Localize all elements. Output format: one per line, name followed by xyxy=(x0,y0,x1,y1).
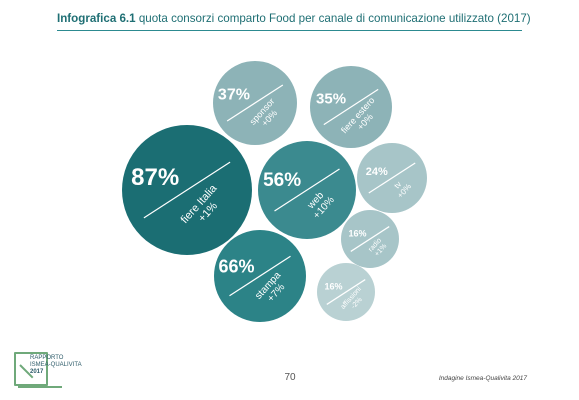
bubble-fiere-estero: 35%fiere estero+0% xyxy=(310,66,392,148)
logo-frame xyxy=(14,352,48,386)
bubble-divider-sponsor xyxy=(226,84,284,122)
bubble-fiere-italia: 87%fiere Italia+1% xyxy=(122,125,252,255)
bubble-divider-stampa xyxy=(229,255,291,297)
bubble-divider-fiere-italia xyxy=(143,161,231,219)
logo-line2: ISMEA-QUALIVITA xyxy=(30,362,82,368)
page-number: 70 xyxy=(284,372,296,383)
bubble-divider-radio xyxy=(350,226,390,252)
bubble-radio: 16%radio+1% xyxy=(341,210,399,268)
bubble-value-fiere-estero: 35% xyxy=(316,91,346,108)
bubble-sponsor: 37%sponsor+0% xyxy=(213,61,297,145)
bubble-value-stampa: 66% xyxy=(218,256,254,276)
bubble-affissioni: 16%affissioni-2% xyxy=(317,263,375,321)
source-note: Indagine Ismea-Qualivita 2017 xyxy=(438,375,527,382)
bubble-tv: 24%tv+0% xyxy=(357,143,427,213)
bubble-value-radio: 16% xyxy=(349,229,367,239)
bubble-divider-tv xyxy=(368,162,416,194)
bubble-divider-fiere-estero xyxy=(323,88,379,126)
title-underline xyxy=(57,30,522,31)
title-text: quota consorzi comparto Food per canale … xyxy=(135,12,531,25)
report-logo: RAPPORTO ISMEA-QUALIVITA 2017 xyxy=(14,352,94,392)
bubble-stampa: 66%stampa+7% xyxy=(214,230,306,322)
bubble-divider-affissioni xyxy=(326,279,366,305)
chart-title: Infografica 6.1 quota consorzi comparto … xyxy=(57,12,531,25)
logo-underline xyxy=(18,386,62,388)
bubble-value-web: 56% xyxy=(263,170,301,191)
bubble-label-tv: tv xyxy=(392,180,403,191)
bubble-value-fiere-italia: 87% xyxy=(131,164,179,191)
bubble-value-tv: 24% xyxy=(366,166,388,178)
logo-text: RAPPORTO ISMEA-QUALIVITA 2017 xyxy=(30,355,82,376)
bubble-divider-web xyxy=(274,168,340,212)
logo-year: 2017 xyxy=(30,369,44,375)
title-prefix: Infografica 6.1 xyxy=(57,12,136,25)
bubble-value-sponsor: 37% xyxy=(218,87,250,104)
logo-line1: RAPPORTO xyxy=(30,355,64,361)
bubble-value-affissioni: 16% xyxy=(325,282,343,292)
bubble-web: 56%web+10% xyxy=(258,141,356,239)
